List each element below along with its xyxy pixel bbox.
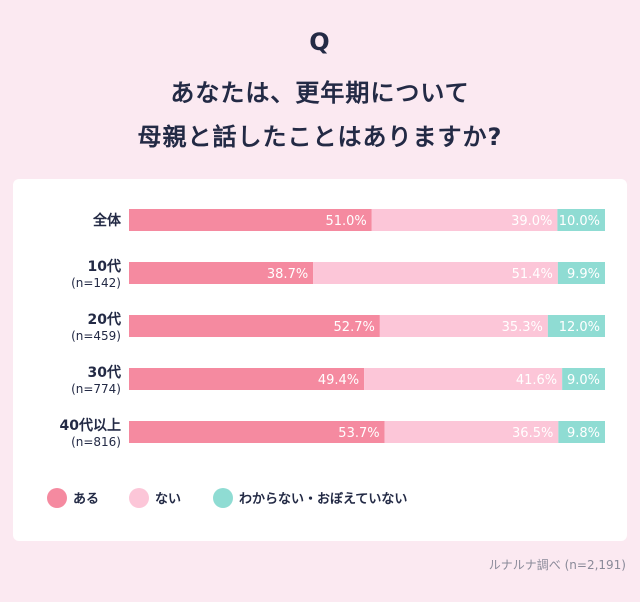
bar-segment	[558, 421, 605, 443]
question-title-line2: 母親と話したことはありますか?	[137, 123, 503, 151]
bar-segment	[129, 315, 380, 337]
legend-label: わからない・おぼえていない	[239, 492, 407, 507]
data-label: 41.6%	[516, 373, 557, 388]
question-title-line1: あなたは、更年期について	[170, 79, 470, 107]
data-label: 39.0%	[511, 214, 552, 229]
category-label: 40代以上	[60, 417, 121, 434]
bar-segment	[384, 421, 559, 443]
legend-swatch	[129, 488, 149, 508]
category-sample-size: (n=774)	[71, 382, 121, 396]
data-label: 38.7%	[267, 267, 308, 282]
legend-swatch	[47, 488, 67, 508]
bar-segment	[547, 315, 605, 337]
data-label: 10.0%	[559, 214, 600, 229]
bar-segment	[562, 368, 605, 390]
bar-segment	[557, 209, 605, 231]
data-label: 9.0%	[567, 373, 600, 388]
category-label: 30代	[88, 364, 121, 381]
category-label: 20代	[88, 311, 121, 328]
stacked-bar-chart: 全体 51.0% 39.0% 10.0% 10代(n=142) 38.7% 51.4% 9.9…	[47, 209, 605, 508]
data-label: 35.3%	[502, 320, 543, 335]
data-label: 36.5%	[512, 426, 553, 441]
category-label: 10代	[88, 258, 121, 275]
data-label: 9.8%	[567, 426, 600, 441]
source-note: ルナルナ調べ (n=2,191)	[488, 558, 626, 572]
bar-segment	[129, 421, 385, 443]
bar-segment	[129, 368, 365, 390]
legend-label: ない	[155, 492, 181, 507]
data-label: 49.4%	[318, 373, 359, 388]
data-label: 53.7%	[338, 426, 379, 441]
category-sample-size: (n=816)	[71, 435, 121, 449]
category-sample-size: (n=142)	[71, 276, 121, 290]
bar-segment	[129, 262, 314, 284]
bar-segment	[379, 315, 548, 337]
data-label: 52.7%	[334, 320, 375, 335]
data-label: 51.0%	[325, 214, 366, 229]
chart-card: 全体 51.0% 39.0% 10.0% 10代 (n=142) 38.7% 51.4% 9.9…	[13, 179, 627, 541]
category-label: 全体	[92, 212, 122, 229]
bar-segment	[364, 368, 563, 390]
legend-label: ある	[73, 492, 99, 507]
bar-segment	[371, 209, 558, 231]
bar-segment	[313, 262, 558, 284]
category-sample-size: (n=459)	[71, 329, 121, 343]
data-label: 9.9%	[567, 267, 600, 282]
data-label: 51.4%	[512, 267, 553, 282]
bar-segment	[557, 262, 605, 284]
question-mark: Q	[309, 28, 331, 56]
data-label: 12.0%	[559, 320, 600, 335]
legend-swatch	[213, 488, 233, 508]
bar-segment	[129, 209, 372, 231]
